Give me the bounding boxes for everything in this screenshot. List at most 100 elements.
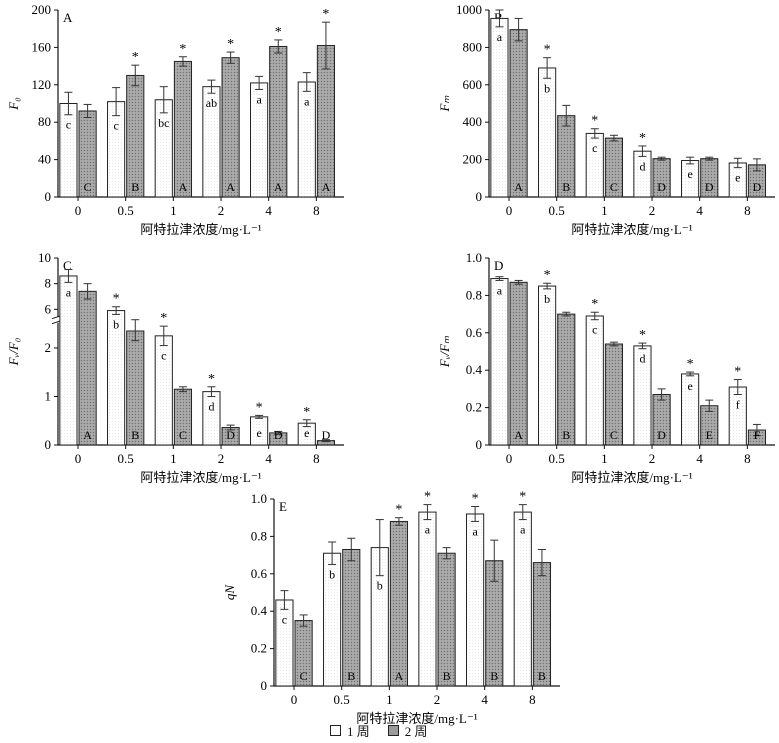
significance-letter-week2: C bbox=[610, 180, 618, 194]
significance-letter-week2: B bbox=[538, 669, 546, 683]
significance-letter-week2: B bbox=[347, 669, 355, 683]
legend-swatch-week2 bbox=[387, 724, 399, 736]
x-tick-label: 0.5 bbox=[118, 451, 134, 466]
significance-letter-week1: c bbox=[161, 349, 166, 363]
significance-star: * bbox=[472, 491, 479, 506]
significance-star: * bbox=[519, 490, 526, 505]
y-axis-label: F₀ bbox=[6, 97, 21, 110]
significance-letter-week1: e bbox=[687, 379, 692, 393]
significance-letter-week1: c bbox=[66, 118, 71, 132]
y-tick-label: 0.8 bbox=[466, 287, 482, 302]
y-tick-label: 0.2 bbox=[466, 400, 482, 415]
significance-letter-week2: A bbox=[179, 180, 188, 194]
significance-letter-week1: a bbox=[425, 523, 431, 537]
significance-letter-week2: D bbox=[226, 428, 235, 442]
significance-letter-week1: a bbox=[304, 94, 310, 108]
bar-week1 bbox=[633, 150, 652, 198]
panel-a: A 0 40 80 120 160 200 F₀ 阿特拉津浓度/mg·L⁻¹ 0 c C 0.5 c B * 1… bbox=[6, 2, 344, 237]
significance-letter-week1: c bbox=[113, 119, 118, 133]
legend-swatch-week1 bbox=[330, 724, 341, 736]
y-tick-label: 10 bbox=[38, 250, 51, 265]
y-axis-label: Fᵥ/Fₘ bbox=[437, 335, 452, 368]
significance-letter-week2: B bbox=[131, 180, 139, 194]
significance-letter-week1: b bbox=[377, 579, 383, 593]
bar-week2 bbox=[269, 45, 288, 198]
significance-star: * bbox=[687, 357, 694, 372]
y-tick-label: 6 bbox=[45, 301, 52, 316]
significance-letter-week1: e bbox=[304, 426, 309, 440]
significance-letter-week1: a bbox=[256, 92, 262, 106]
panel-label: A bbox=[63, 10, 73, 25]
bar-week2 bbox=[126, 74, 145, 198]
significance-letter-week2: C bbox=[300, 669, 308, 683]
y-axis-label: Fᵥ/F₀ bbox=[6, 338, 21, 367]
legend-item-week1: 1 周 bbox=[330, 721, 370, 740]
significance-letter-week1: b bbox=[113, 317, 119, 331]
significance-star: * bbox=[591, 297, 598, 312]
y-tick-label: 1000 bbox=[456, 2, 482, 17]
y-tick-label: 1.0 bbox=[466, 250, 482, 265]
significance-star: * bbox=[734, 365, 741, 380]
significance-letter-week1: a bbox=[497, 30, 503, 44]
x-axis-label: 阿特拉津浓度/mg·L⁻¹ bbox=[140, 222, 261, 237]
significance-letter-week2: B bbox=[562, 428, 570, 442]
x-tick-label: 0.5 bbox=[334, 692, 350, 707]
y-tick-label: 400 bbox=[463, 114, 483, 129]
legend-label-week1: 1 周 bbox=[347, 723, 370, 739]
x-tick-label: 4 bbox=[265, 203, 272, 218]
y-axis-label: Fₘ bbox=[437, 95, 452, 113]
bar-week2 bbox=[509, 29, 528, 198]
significance-letter-week1: d bbox=[639, 159, 645, 173]
y-tick-label: 1.0 bbox=[251, 491, 267, 506]
bar-week2 bbox=[221, 57, 240, 198]
significance-letter-week1: a bbox=[520, 523, 526, 537]
axis-break-gap bbox=[52, 316, 64, 323]
significance-letter-week2: A bbox=[395, 669, 404, 683]
significance-star: * bbox=[208, 372, 215, 387]
bar-week2 bbox=[437, 552, 456, 687]
significance-letter-week2: B bbox=[131, 428, 139, 442]
x-tick-label: 0 bbox=[291, 692, 298, 707]
x-tick-label: 1 bbox=[170, 203, 177, 218]
x-tick-label: 2 bbox=[434, 692, 441, 707]
bar-week1 bbox=[466, 513, 485, 687]
x-tick-label: 1 bbox=[170, 451, 177, 466]
x-tick-label: 8 bbox=[744, 451, 751, 466]
significance-letter-week1: d bbox=[639, 352, 645, 366]
significance-star: * bbox=[160, 311, 167, 326]
significance-letter-week2: F bbox=[754, 428, 761, 442]
y-tick-label: 2 bbox=[45, 340, 52, 355]
significance-letter-week1: c bbox=[282, 612, 287, 626]
significance-star: * bbox=[303, 405, 310, 420]
bar-week2 bbox=[173, 60, 193, 198]
x-tick-label: 4 bbox=[481, 692, 488, 707]
x-tick-label: 8 bbox=[529, 692, 536, 707]
panel-label: E bbox=[279, 499, 287, 514]
significance-letter-week2: A bbox=[226, 180, 235, 194]
x-tick-label: 0.5 bbox=[549, 451, 565, 466]
significance-letter-week2: C bbox=[610, 428, 618, 442]
significance-letter-week1: a bbox=[66, 285, 72, 299]
x-tick-label: 0.5 bbox=[549, 203, 565, 218]
x-axis-label: 阿特拉津浓度/mg·L⁻¹ bbox=[571, 470, 692, 485]
x-axis-label: 阿特拉津浓度/mg·L⁻¹ bbox=[356, 711, 477, 726]
y-tick-label: 800 bbox=[463, 39, 483, 54]
bar-week1 bbox=[59, 275, 78, 446]
bar-week2 bbox=[509, 281, 528, 446]
bar-week2 bbox=[532, 562, 552, 687]
x-tick-label: 0 bbox=[506, 203, 513, 218]
significance-letter-week2: D bbox=[322, 428, 331, 442]
significance-letter-week2: A bbox=[514, 180, 523, 194]
significance-star: * bbox=[395, 503, 402, 518]
significance-letter-week2: A bbox=[83, 428, 92, 442]
significance-letter-week1: e bbox=[687, 167, 692, 181]
significance-letter-week1: b bbox=[544, 292, 550, 306]
significance-star: * bbox=[591, 114, 598, 129]
x-axis-label: 阿特拉津浓度/mg·L⁻¹ bbox=[571, 222, 692, 237]
significance-letter-week2: B bbox=[490, 669, 498, 683]
panel-b: B 0 200 400 600 800 1000 Fₘ 阿特拉津浓度/mg·L⁻¹ 0 a A 0.5 b… bbox=[437, 2, 775, 237]
significance-letter-week1: b bbox=[544, 81, 550, 95]
x-tick-label: 2 bbox=[649, 451, 656, 466]
x-tick-label: 0 bbox=[75, 203, 82, 218]
y-tick-label: 0 bbox=[476, 189, 483, 204]
